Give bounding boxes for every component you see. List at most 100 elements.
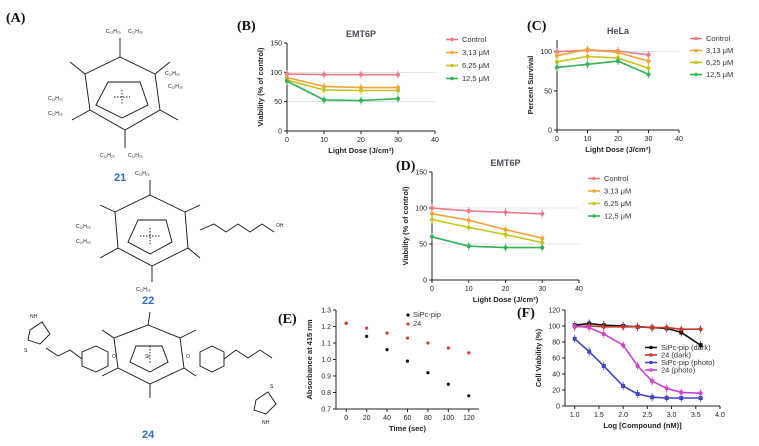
data-point	[321, 87, 327, 93]
c12h25-label: C₁₂H₂₅	[48, 96, 63, 102]
y-tick-label: 100	[540, 49, 552, 56]
panel-label-f: (F)	[517, 306, 535, 321]
data-point	[698, 396, 703, 400]
compound-21-structure: C₁₂H₂₅ C₁₂H₂₅ C₁₂H₂₅ C₁₂H₂₅ C₁₂H₂₅ C₁₂H₂…	[48, 29, 183, 184]
compound-22-structure: C₁₂H₂₅ C₁₂H₂₅ C₁₂H₂₅ C₁₂H₂₅ OH 22	[76, 171, 284, 307]
compound-24-structure: Si O O NH S NH S 24	[24, 311, 277, 441]
legend-label: 6,25 μM	[462, 61, 489, 70]
data-point	[358, 98, 364, 103]
data-point	[650, 379, 655, 384]
data-point	[646, 72, 651, 77]
data-point	[446, 382, 450, 386]
data-point	[540, 236, 545, 241]
data-point	[385, 348, 389, 352]
panel-label-c: (C)	[527, 19, 547, 34]
data-point	[585, 62, 590, 67]
legend-label: 12,5 μM	[462, 74, 489, 83]
data-point	[585, 54, 590, 59]
legend-label: Control	[604, 174, 629, 183]
y-tick-label: 1.0	[321, 357, 331, 364]
x-tick-label: 40	[431, 137, 439, 144]
series-12-5-m	[554, 57, 651, 79]
data-point	[615, 50, 621, 55]
panel-label-d: (D)	[396, 159, 416, 174]
y-axis-label: Viability (% of control)	[401, 186, 410, 266]
legend-label: 24 (photo)	[661, 366, 696, 375]
data-point	[358, 72, 364, 77]
x-tick-label: 3.5	[691, 412, 701, 419]
data-point	[540, 240, 545, 245]
data-point	[365, 326, 369, 330]
legend-label: 24 (dark)	[661, 351, 692, 360]
chart-e-absorbance: 0 20 40 60 80 100 120 0.7 0.8 0.9 1.0 1.1 1.2 1.3 Time…	[305, 308, 479, 433]
series-line	[286, 80, 399, 102]
data-point	[554, 53, 560, 58]
c12h25-label: C₁₂H₂₅	[100, 153, 115, 159]
series-line	[431, 207, 543, 215]
data-point	[601, 324, 606, 329]
y-tick-label: 1.3	[321, 308, 331, 315]
y-tick-label: 1.2	[321, 324, 331, 331]
data-point	[679, 396, 684, 400]
series-24	[344, 321, 471, 355]
data-point	[405, 336, 410, 340]
legend-marker	[649, 353, 653, 357]
y-tick-label: 0	[548, 128, 552, 135]
data-point	[321, 97, 327, 103]
c12h25-label: C₁₂H₂₅	[168, 84, 183, 90]
series-line	[431, 213, 543, 239]
legend-marker	[649, 360, 653, 365]
data-point	[621, 324, 626, 329]
data-point	[540, 245, 545, 250]
data-point	[635, 324, 640, 329]
legend-marker	[592, 189, 596, 193]
x-axis-label: Light Dose (J/cm²)	[585, 145, 651, 154]
data-point	[664, 325, 669, 330]
y-tick-label: 40	[552, 372, 560, 379]
c12h25-label: C₁₂H₂₅	[128, 153, 143, 159]
data-point	[650, 395, 655, 400]
series-control	[429, 204, 545, 218]
y-tick-label: 60	[552, 356, 560, 363]
data-point	[358, 88, 364, 93]
c12h25-label: C₁₂H₂₅	[135, 171, 150, 177]
legend-marker	[450, 50, 454, 55]
legend: Control 3,13 μM 6,25 μM 12,5 μM	[690, 34, 733, 79]
x-tick-label: 100	[443, 415, 455, 422]
x-tick-label: 40	[575, 286, 583, 293]
x-tick-label: 120	[463, 415, 475, 422]
series-3-13-m	[429, 209, 545, 243]
legend: Control 3,13 μM 6,25 μM 12,5 μM	[446, 35, 489, 83]
data-point	[615, 59, 621, 64]
x-tick-label: 0	[555, 136, 559, 143]
y-tick-label: 1.1	[321, 341, 331, 348]
data-point	[446, 346, 450, 350]
data-point	[679, 327, 684, 332]
legend-label: 3,13 μM	[604, 187, 631, 196]
data-point	[284, 79, 290, 84]
y-tick-label: 0	[278, 129, 282, 136]
data-point	[429, 211, 435, 216]
data-point	[646, 59, 651, 64]
data-point	[572, 323, 577, 329]
data-point	[698, 343, 703, 348]
y-tick-label: 50	[274, 99, 282, 106]
x-tick-label: 40	[675, 136, 683, 143]
panel-label-e: (E)	[278, 312, 297, 327]
x-axis-label: Log [Compound (nM)]	[603, 421, 682, 430]
data-point	[587, 349, 592, 354]
x-tick-label: 1.0	[570, 412, 580, 419]
c12h25-label: C₁₂H₂₅	[165, 71, 180, 77]
x-tick-label: 3.0	[667, 412, 677, 419]
data-point	[601, 331, 606, 337]
legend-marker	[592, 214, 596, 218]
legend-label: SiPc-pip (photo)	[661, 358, 715, 367]
legend-marker	[694, 36, 698, 41]
compound-22-label: 22	[142, 295, 154, 307]
data-point	[365, 334, 369, 338]
y-axis-label: Viability (% of control)	[256, 47, 265, 127]
data-point	[503, 232, 508, 237]
legend-label: 3,13 μM	[706, 46, 733, 55]
data-point	[635, 363, 640, 369]
data-point	[503, 227, 508, 232]
